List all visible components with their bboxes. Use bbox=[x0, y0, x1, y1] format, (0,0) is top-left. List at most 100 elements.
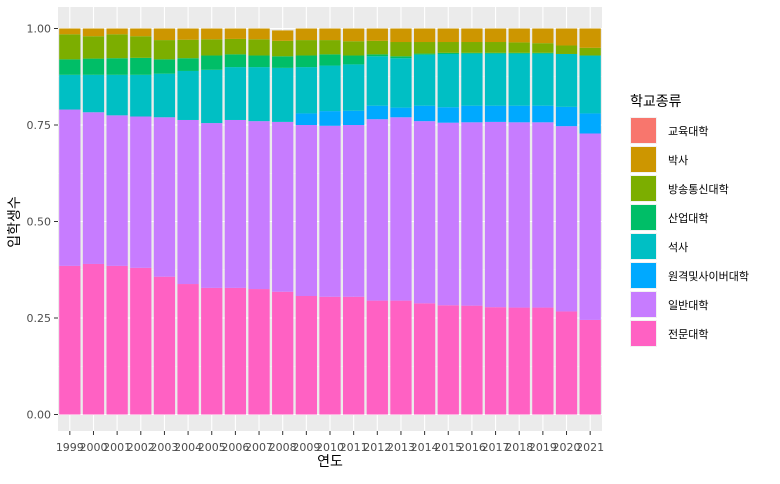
bar-segment bbox=[461, 52, 483, 54]
bar-segment bbox=[272, 291, 294, 415]
bar-segment bbox=[413, 303, 436, 415]
bar-segment bbox=[295, 295, 317, 415]
bar-segment bbox=[130, 74, 152, 117]
bar-segment bbox=[366, 56, 388, 106]
bar-segment bbox=[461, 53, 483, 106]
bar-segment bbox=[413, 54, 436, 106]
x-tick-label: 2009 bbox=[292, 441, 320, 454]
bar-segment bbox=[224, 119, 247, 288]
bar-segment bbox=[437, 122, 459, 306]
x-tick-label: 2004 bbox=[174, 441, 202, 454]
bar-segment bbox=[579, 28, 601, 48]
bar-segment bbox=[82, 36, 105, 59]
bar-segment bbox=[508, 42, 530, 53]
bar-segment bbox=[532, 28, 554, 44]
legend-label: 원격및사이버대학 bbox=[668, 270, 749, 283]
bar-segment bbox=[106, 115, 128, 266]
bar-segment bbox=[532, 307, 554, 415]
bar-segment bbox=[555, 28, 578, 46]
bar-segment bbox=[437, 42, 459, 53]
y-tick-label: 0.00 bbox=[27, 409, 52, 422]
bar-segment bbox=[343, 110, 365, 125]
bar-segment bbox=[484, 52, 507, 54]
bar-segment bbox=[295, 40, 317, 56]
bar-segment bbox=[390, 300, 412, 415]
bar-segment bbox=[153, 276, 176, 415]
legend-key bbox=[631, 292, 656, 317]
legend-key bbox=[631, 263, 656, 288]
bar-segment bbox=[177, 58, 199, 71]
bar-segment bbox=[532, 53, 554, 106]
bar-segment bbox=[201, 39, 223, 56]
bar-segment bbox=[484, 121, 507, 308]
bar-segment bbox=[82, 263, 105, 415]
bar-segment bbox=[366, 28, 388, 41]
x-tick-label: 2017 bbox=[482, 441, 510, 454]
bar-segment bbox=[130, 36, 152, 58]
bar-segment bbox=[59, 265, 81, 415]
bar-segment bbox=[390, 107, 412, 118]
bar-segment bbox=[413, 42, 436, 54]
bar-segment bbox=[248, 55, 270, 68]
bar-segment bbox=[82, 112, 105, 264]
bar-segment bbox=[272, 30, 294, 41]
bar-segment bbox=[130, 57, 152, 75]
bar-segment bbox=[555, 311, 578, 415]
bar-segment bbox=[532, 122, 554, 308]
x-tick-label: 2019 bbox=[529, 441, 557, 454]
bar-segment bbox=[413, 28, 436, 43]
bar-segment bbox=[508, 122, 530, 308]
bar-segment bbox=[130, 28, 152, 37]
bar-segment bbox=[319, 111, 341, 126]
bar-segment bbox=[579, 55, 601, 114]
bar-segment bbox=[413, 105, 436, 122]
x-tick-label: 2016 bbox=[458, 441, 486, 454]
bar-segment bbox=[224, 67, 247, 120]
bar-segment bbox=[224, 287, 247, 415]
bar-segment bbox=[437, 52, 459, 54]
bar-segment bbox=[484, 28, 507, 43]
bar-segment bbox=[343, 125, 365, 297]
bar-segment bbox=[508, 53, 530, 106]
bar-segment bbox=[82, 58, 105, 75]
bar-segment bbox=[153, 40, 176, 60]
bar-segment bbox=[177, 28, 199, 40]
bar-segment bbox=[295, 67, 317, 114]
y-axis: 0.00 0.25 0.50 0.75 1.00 bbox=[27, 23, 58, 422]
bar-segment bbox=[555, 45, 578, 54]
x-tick-label: 2021 bbox=[576, 441, 604, 454]
x-tick-label: 2007 bbox=[245, 441, 273, 454]
bar-segment bbox=[201, 287, 223, 415]
bar-segment bbox=[82, 74, 105, 113]
bar-segment bbox=[130, 267, 152, 415]
bar-segment bbox=[153, 117, 176, 277]
bar-segment bbox=[579, 319, 601, 415]
bar-segment bbox=[437, 28, 459, 43]
bar-segment bbox=[248, 121, 270, 290]
bar-segment bbox=[508, 105, 530, 123]
x-tick-label: 2012 bbox=[363, 441, 391, 454]
bar-segment bbox=[579, 113, 601, 134]
bar-segment bbox=[461, 122, 483, 306]
bar-segment bbox=[295, 28, 317, 41]
legend-label: 일반대학 bbox=[668, 298, 708, 312]
legend-key bbox=[631, 234, 656, 259]
legend-key bbox=[631, 321, 656, 346]
bar-segment bbox=[248, 28, 270, 40]
bar-segment bbox=[106, 265, 128, 415]
x-tick-label: 2010 bbox=[316, 441, 344, 454]
bar-segment bbox=[437, 305, 459, 415]
bar-segment bbox=[319, 40, 341, 55]
bar-segment bbox=[319, 296, 341, 415]
legend-label: 방송통신대학 bbox=[668, 183, 729, 196]
bar-segment bbox=[248, 67, 270, 122]
bar-segment bbox=[153, 28, 176, 41]
y-tick-label: 0.50 bbox=[27, 216, 52, 229]
bar-segment bbox=[461, 42, 483, 53]
bar-segment bbox=[437, 107, 459, 123]
bar-segment bbox=[82, 28, 105, 37]
x-tick-label: 2005 bbox=[198, 441, 226, 454]
